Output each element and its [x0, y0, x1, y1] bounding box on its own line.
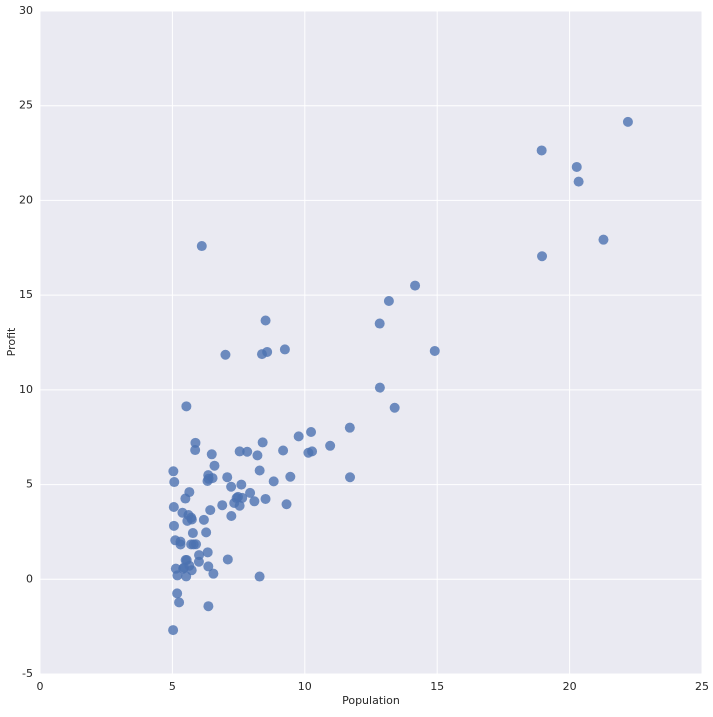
- point: [205, 505, 216, 516]
- point: [186, 539, 197, 550]
- point: [209, 460, 220, 471]
- point: [203, 561, 214, 572]
- point: [220, 349, 231, 360]
- point: [193, 556, 204, 567]
- point: [622, 116, 633, 127]
- point: [196, 241, 207, 252]
- point: [208, 568, 219, 579]
- point: [174, 597, 185, 608]
- point: [252, 450, 263, 461]
- point: [207, 473, 218, 484]
- plot-area: [40, 11, 702, 674]
- point: [168, 520, 179, 531]
- point: [226, 510, 237, 521]
- point: [254, 465, 265, 476]
- point: [234, 446, 245, 457]
- y-tick-label: 0: [26, 572, 33, 585]
- point: [198, 514, 209, 525]
- x-axis-label: Population: [342, 694, 400, 707]
- point: [537, 251, 548, 262]
- point: [181, 571, 192, 582]
- point: [217, 500, 228, 511]
- point: [236, 479, 247, 490]
- y-tick-label: 15: [19, 288, 33, 301]
- point: [172, 588, 183, 599]
- point: [168, 625, 179, 636]
- y-tick-label: 20: [19, 193, 33, 206]
- point: [168, 466, 179, 477]
- y-tick-label: -5: [22, 667, 33, 680]
- point: [245, 487, 256, 498]
- point: [345, 472, 356, 483]
- point: [571, 161, 582, 172]
- x-tick-label: 10: [298, 680, 312, 693]
- y-tick-label: 30: [19, 4, 33, 17]
- point: [279, 344, 290, 355]
- point: [203, 601, 214, 612]
- point: [254, 571, 265, 582]
- point: [184, 487, 195, 498]
- point: [178, 562, 189, 573]
- point: [306, 426, 317, 437]
- point: [183, 510, 194, 521]
- point: [383, 295, 394, 306]
- point: [222, 472, 233, 483]
- point: [307, 446, 318, 457]
- point: [237, 492, 248, 503]
- point: [285, 471, 296, 482]
- point: [268, 476, 279, 487]
- x-tick-label: 15: [430, 680, 444, 693]
- point: [201, 527, 212, 538]
- point: [389, 402, 400, 413]
- point: [242, 446, 253, 457]
- point: [374, 318, 385, 329]
- point: [222, 554, 233, 565]
- point: [187, 528, 198, 539]
- point: [190, 445, 201, 456]
- x-tick-label: 25: [695, 680, 709, 693]
- point: [281, 499, 292, 510]
- point: [344, 422, 355, 433]
- point: [249, 496, 260, 507]
- y-axis-label: Profit: [5, 327, 18, 356]
- point: [293, 431, 304, 442]
- point: [226, 481, 237, 492]
- point: [325, 440, 336, 451]
- point: [260, 493, 271, 504]
- y-tick-label: 25: [19, 99, 33, 112]
- point: [598, 234, 609, 245]
- point: [180, 555, 191, 566]
- point: [573, 176, 584, 187]
- point: [175, 536, 186, 547]
- point: [429, 345, 440, 356]
- point: [374, 382, 385, 393]
- point: [202, 547, 213, 558]
- point: [536, 145, 547, 156]
- point: [257, 437, 268, 448]
- point: [262, 346, 273, 357]
- y-tick-label: 10: [19, 383, 33, 396]
- point: [234, 500, 245, 511]
- y-tick-label: 5: [26, 478, 33, 491]
- point: [190, 437, 201, 448]
- point: [410, 280, 421, 291]
- point: [169, 477, 180, 488]
- point: [260, 315, 271, 326]
- point: [206, 449, 217, 460]
- point: [172, 570, 183, 581]
- point: [168, 501, 179, 512]
- x-tick-label: 20: [563, 680, 577, 693]
- x-tick-label: 5: [169, 680, 176, 693]
- point: [181, 401, 192, 412]
- point: [278, 445, 289, 456]
- x-tick-label: 0: [37, 680, 44, 693]
